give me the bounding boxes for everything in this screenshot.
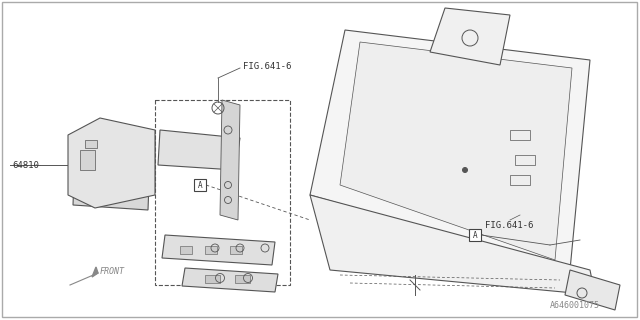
- Polygon shape: [310, 195, 595, 295]
- Bar: [469, 229, 481, 241]
- Bar: [180, 246, 192, 254]
- Bar: [510, 130, 530, 140]
- Circle shape: [463, 167, 467, 172]
- Polygon shape: [162, 235, 275, 265]
- Text: A: A: [198, 180, 202, 189]
- Bar: [230, 246, 242, 254]
- Polygon shape: [340, 42, 572, 260]
- Bar: [510, 175, 530, 185]
- Polygon shape: [182, 268, 278, 292]
- Text: A: A: [473, 230, 477, 239]
- Bar: [80, 150, 95, 170]
- Bar: [515, 155, 535, 165]
- Bar: [205, 246, 217, 254]
- Text: FRONT: FRONT: [100, 267, 125, 276]
- Polygon shape: [158, 130, 240, 170]
- Bar: [205, 275, 220, 283]
- Text: A646001075: A646001075: [550, 300, 600, 309]
- Text: FIG.641-6: FIG.641-6: [485, 220, 533, 229]
- Polygon shape: [565, 270, 620, 310]
- Bar: [194, 179, 206, 191]
- Polygon shape: [68, 118, 155, 208]
- Polygon shape: [430, 8, 510, 65]
- Text: 64810: 64810: [12, 161, 39, 170]
- Text: FIG.641-6: FIG.641-6: [243, 61, 291, 70]
- Bar: [85, 140, 97, 148]
- Polygon shape: [220, 100, 240, 220]
- Polygon shape: [92, 267, 98, 277]
- Polygon shape: [73, 150, 150, 210]
- Bar: [235, 275, 250, 283]
- Polygon shape: [310, 30, 590, 270]
- Polygon shape: [82, 130, 155, 190]
- Bar: [155, 100, 290, 285]
